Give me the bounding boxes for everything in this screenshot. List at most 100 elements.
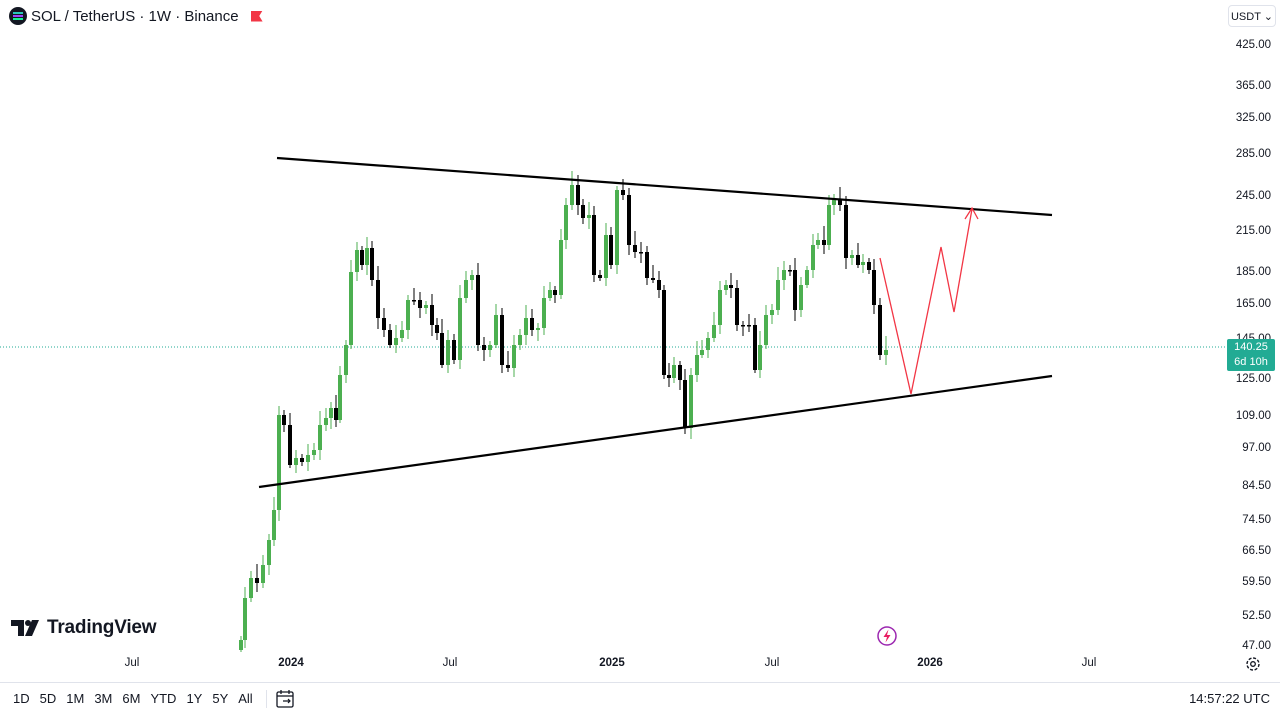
range-button-5d[interactable]: 5D [39, 691, 57, 706]
tradingview-logo-icon [11, 620, 39, 636]
time-label: Jul [124, 657, 140, 669]
candle-down [747, 325, 751, 327]
candle-down [838, 200, 842, 205]
range-button-ytd[interactable]: YTD [150, 691, 177, 706]
candle-down [482, 345, 486, 350]
range-button-5y[interactable]: 5Y [212, 691, 229, 706]
candle-up [782, 270, 786, 280]
range-button-1m[interactable]: 1M [66, 691, 85, 706]
candle-down [376, 280, 380, 318]
candle-down [621, 190, 625, 195]
candle-down [452, 340, 456, 360]
range-button-1y[interactable]: 1Y [186, 691, 203, 706]
time-axis[interactable]: Jul 2024 Jul 2025 Jul 2026 Jul [0, 652, 1228, 676]
candle-down [530, 318, 534, 330]
range-button-all[interactable]: All [238, 691, 253, 706]
candle-down [476, 275, 480, 345]
utc-clock[interactable]: 14:57:22 UTC [1189, 691, 1270, 706]
candle-down [500, 315, 504, 365]
lower-trendline [258, 374, 1053, 489]
candle-down [255, 578, 259, 583]
toolbar-divider [265, 689, 267, 708]
candle-up [615, 190, 619, 265]
candle-down [609, 235, 613, 265]
brand-name: TradingView [47, 617, 157, 638]
candle-up [548, 290, 552, 298]
candle-down [645, 252, 649, 278]
candle-down [633, 245, 637, 252]
candle-up [672, 365, 676, 378]
candle-down [735, 288, 739, 325]
candle-down [334, 408, 338, 420]
candle-up [884, 350, 888, 355]
candle-down [300, 458, 304, 462]
candle-down [435, 325, 439, 333]
flag-icon[interactable] [250, 10, 263, 22]
candle-up [318, 425, 322, 450]
price-label: 97.00 [1242, 442, 1271, 454]
candle-up [494, 315, 498, 345]
candle-up [249, 578, 253, 598]
range-button-6m[interactable]: 6M [122, 691, 141, 706]
candle-down [430, 305, 434, 325]
candle-down [440, 333, 444, 365]
candle-up [518, 335, 522, 345]
gear-icon[interactable] [1244, 655, 1262, 673]
price-label: 47.00 [1242, 640, 1271, 652]
lightning-icon[interactable] [876, 625, 898, 647]
candle-down [844, 205, 848, 258]
candle-up [267, 540, 271, 565]
candle-down [822, 240, 826, 245]
candle-up [827, 205, 831, 245]
candle-up [344, 345, 348, 375]
candle-up [512, 345, 516, 368]
symbol-header[interactable]: SOL / TetherUS · 1W · Binance [0, 0, 1228, 32]
candle-down [662, 290, 666, 375]
candle-up [811, 245, 815, 270]
candle-down [412, 300, 416, 302]
candle-up [524, 318, 528, 335]
candle-up [770, 310, 774, 315]
chart-canvas[interactable] [0, 0, 1228, 652]
candle-down [553, 290, 557, 295]
time-label: Jul [442, 657, 458, 669]
candle-down [667, 375, 671, 378]
candle-up [689, 375, 693, 428]
candle-up [458, 298, 462, 360]
candle-down [576, 185, 580, 205]
price-axis[interactable]: 425.00 365.00 325.00 285.00 245.00 215.0… [1228, 30, 1280, 652]
candle-up [464, 280, 468, 298]
price-label: 66.50 [1242, 545, 1271, 557]
range-button-1d[interactable]: 1D [13, 691, 30, 706]
candle-up [776, 280, 780, 310]
candle-up [706, 338, 710, 350]
candle-down [639, 252, 643, 254]
candle-up [261, 565, 265, 583]
candle-up [816, 240, 820, 245]
candle-up [243, 598, 247, 640]
candles [239, 171, 888, 652]
tradingview-brand[interactable]: TradingView [11, 617, 157, 639]
price-label: 245.00 [1235, 190, 1271, 202]
price-label: 74.50 [1242, 514, 1271, 526]
candle-up [424, 305, 428, 308]
candle-down [581, 205, 585, 218]
candle-up [306, 455, 310, 462]
symbol-title[interactable]: SOL / TetherUS · 1W · Binance [31, 7, 239, 25]
calendar-range-icon[interactable] [275, 689, 297, 709]
candle-up [324, 418, 328, 425]
price-label: 215.00 [1235, 225, 1271, 237]
candle-down [506, 365, 510, 368]
currency-button[interactable]: USDT ⌄ [1228, 5, 1276, 27]
candle-up [805, 270, 809, 285]
candle-down [592, 215, 596, 275]
candle-up [564, 205, 568, 240]
candle-up [850, 255, 854, 258]
candle-up [470, 275, 474, 280]
candle-up [764, 315, 768, 345]
price-label: 285.00 [1235, 148, 1271, 160]
candle-down [282, 415, 286, 425]
bar-countdown: 6d 10h [1234, 356, 1268, 368]
range-button-3m[interactable]: 3M [94, 691, 113, 706]
current-price-value: 140.25 [1234, 341, 1268, 353]
